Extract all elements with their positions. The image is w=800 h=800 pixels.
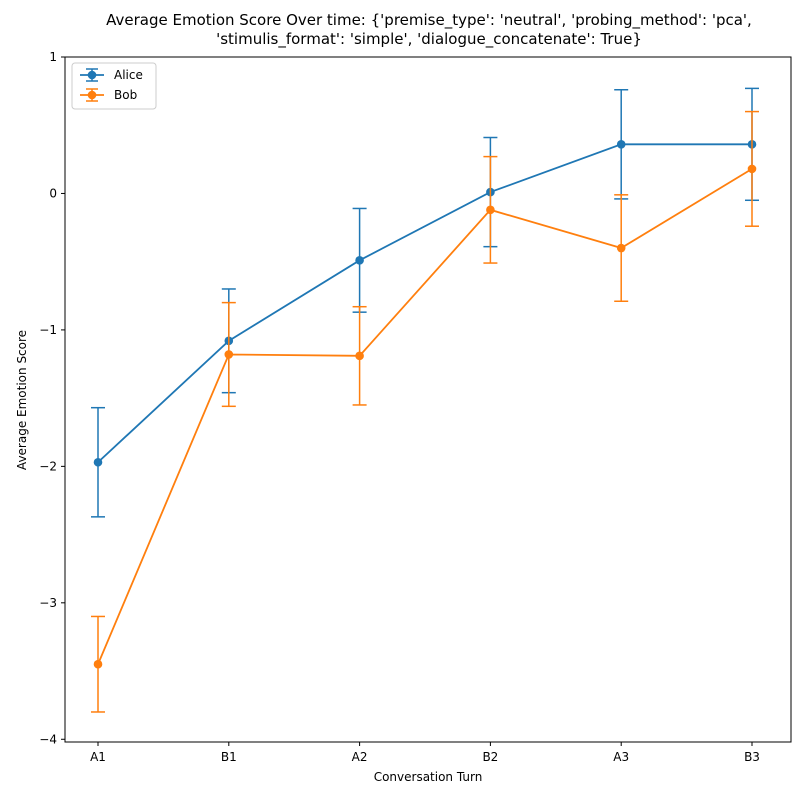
data-point xyxy=(355,256,364,265)
series-line xyxy=(97,143,752,463)
x-tick-label: B3 xyxy=(744,750,760,764)
legend-label: Alice xyxy=(114,68,143,82)
y-tick-label: 1 xyxy=(49,50,57,64)
series-line xyxy=(97,168,753,665)
y-tick-label: −3 xyxy=(39,596,57,610)
data-point xyxy=(93,659,103,669)
y-tick-label: −4 xyxy=(39,732,57,746)
data-point xyxy=(747,164,757,174)
y-tick-label: −2 xyxy=(39,459,57,473)
x-tick-label: A2 xyxy=(352,750,368,764)
plot-area xyxy=(91,87,759,713)
data-point xyxy=(93,457,103,467)
y-axis: −4 −3 −2 −1 0 1 xyxy=(39,50,65,746)
chart-title-line-1: Average Emotion Score Over time: {'premi… xyxy=(106,11,752,30)
x-axis-label: Conversation Turn xyxy=(374,770,483,784)
legend: Alice Bob xyxy=(71,62,157,110)
legend-marker xyxy=(87,70,97,80)
x-tick-label: A1 xyxy=(90,750,106,764)
legend-label: Bob xyxy=(114,88,137,102)
data-point xyxy=(486,205,495,215)
x-tick-label: B1 xyxy=(221,750,237,764)
data-point xyxy=(224,350,234,359)
legend-marker xyxy=(87,90,97,100)
axes-frame xyxy=(64,56,792,743)
data-point xyxy=(355,351,364,361)
x-tick-label: B2 xyxy=(482,750,498,764)
data-point xyxy=(616,140,626,149)
series-bob xyxy=(91,110,759,713)
y-tick-label: 0 xyxy=(49,186,57,200)
series-alice xyxy=(91,87,759,518)
x-tick-label: A3 xyxy=(613,750,629,764)
chart-title-line-2: 'stimulis_format': 'simple', 'dialogue_c… xyxy=(216,30,642,49)
x-axis: A1 B1 A2 B2 A3 B3 xyxy=(90,742,760,764)
data-point xyxy=(616,243,626,253)
y-axis-label: Average Emotion Score xyxy=(15,330,29,470)
y-tick-label: −1 xyxy=(39,323,57,337)
